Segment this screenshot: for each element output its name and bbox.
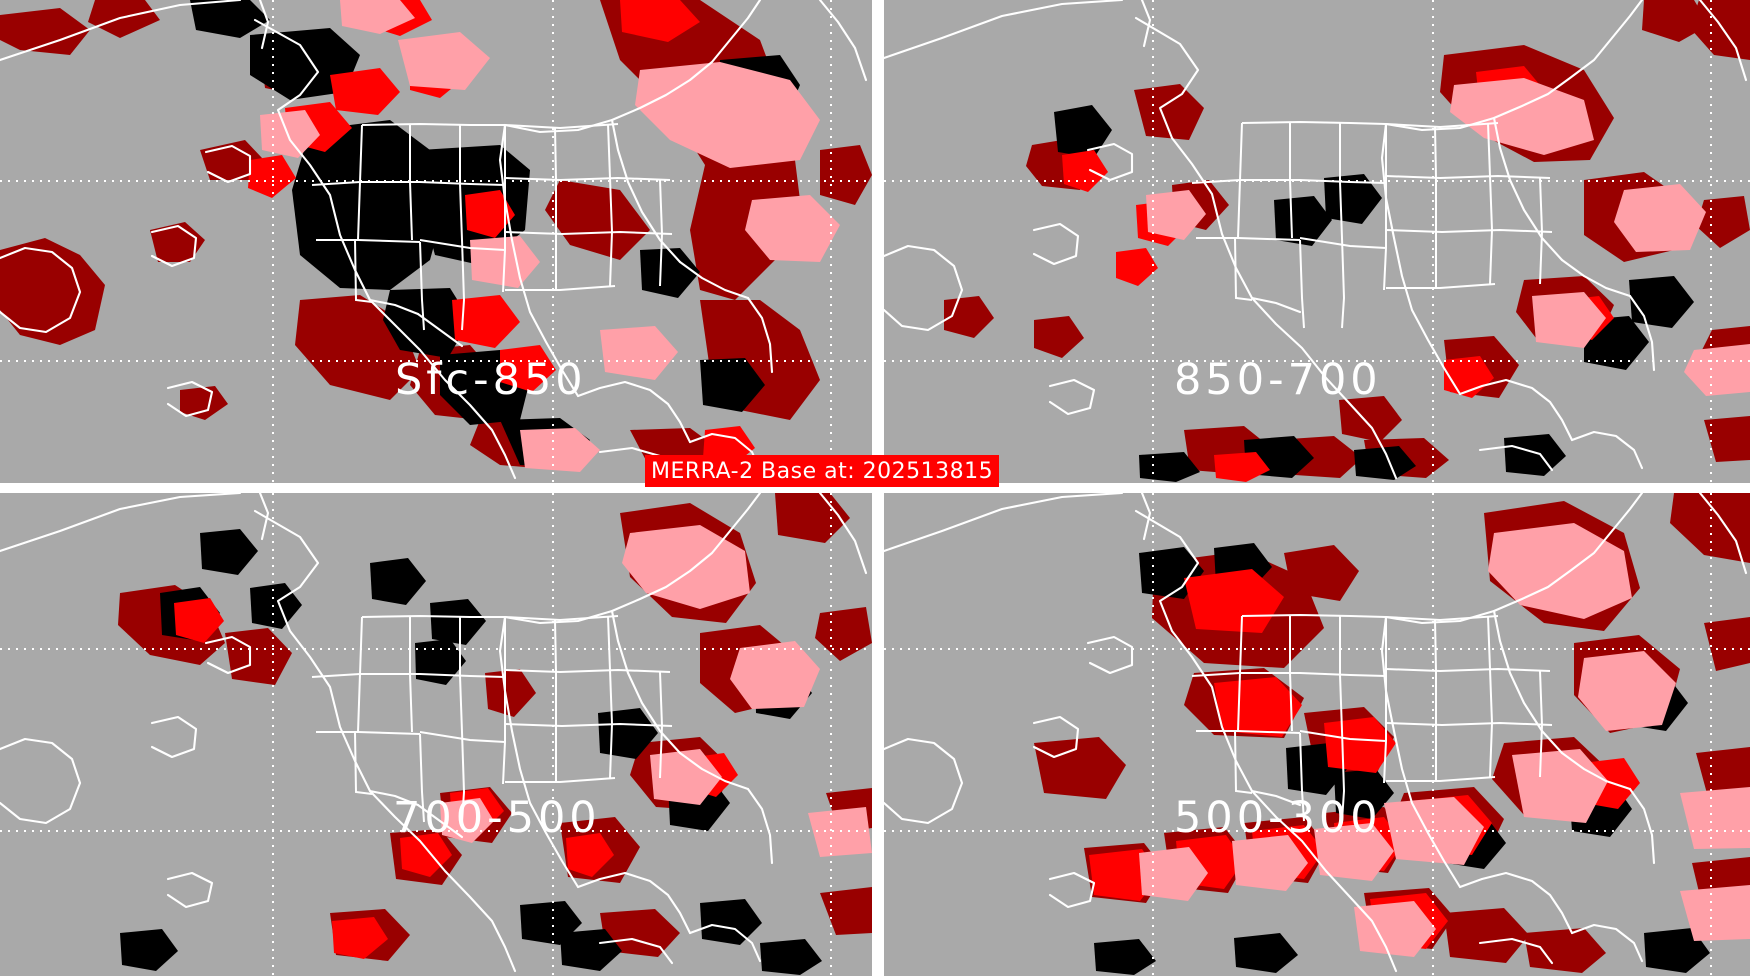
panel-label-sfc-850: Sfc-850 xyxy=(395,355,587,405)
coastline-layer-sfc-850 xyxy=(0,0,868,480)
map-panel-850-700[interactable]: 850-700 xyxy=(884,0,1750,483)
base-time-text: MERRA-2 Base at: 202513815 xyxy=(651,458,994,484)
panel-divider-horizontal xyxy=(0,483,1750,493)
map-panel-700-500[interactable]: 700-500 xyxy=(0,493,872,976)
panel-label-500-300: 500-300 xyxy=(1174,793,1382,843)
panel-label-700-500: 700-500 xyxy=(393,793,601,843)
panel-label-850-700: 850-700 xyxy=(1174,355,1382,405)
data-overlay-850-700 xyxy=(944,0,1750,482)
map-panel-sfc-850[interactable]: Sfc-850 xyxy=(0,0,872,483)
coastline-layer-850-700 xyxy=(884,0,1748,480)
coastline-layer-700-500 xyxy=(0,493,868,973)
coastline-layer-500-300 xyxy=(884,493,1748,973)
data-overlay-500-300 xyxy=(1034,493,1750,975)
data-overlay-sfc-850 xyxy=(0,0,872,472)
base-time-banner: MERRA-2 Base at: 202513815 xyxy=(645,455,1000,487)
map-panel-500-300[interactable]: 500-300 xyxy=(884,493,1750,976)
